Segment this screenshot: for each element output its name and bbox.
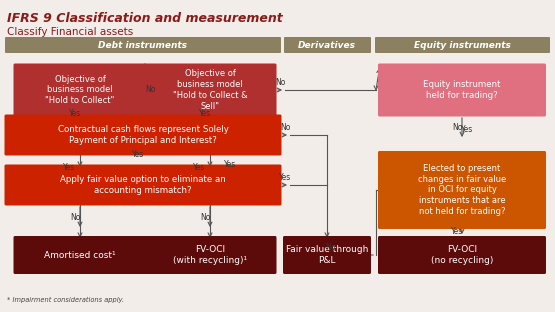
Text: Elected to present
changes in fair value
in OCI for equity
instruments that are
: Elected to present changes in fair value… <box>418 164 506 216</box>
FancyBboxPatch shape <box>5 37 281 53</box>
Text: Yes: Yes <box>451 227 463 236</box>
Text: No: No <box>275 78 285 87</box>
Text: Yes: Yes <box>63 163 75 172</box>
Text: Fair value through
P&L: Fair value through P&L <box>286 245 368 265</box>
Text: Equity instruments: Equity instruments <box>413 41 511 50</box>
Text: Yes: Yes <box>279 173 291 182</box>
Text: Yes: Yes <box>461 125 473 134</box>
Text: Apply fair value option to eliminate an
accounting mismatch?: Apply fair value option to eliminate an … <box>60 175 226 195</box>
Text: * Impairment considerations apply.: * Impairment considerations apply. <box>7 297 124 303</box>
Text: Yes: Yes <box>224 160 236 169</box>
FancyBboxPatch shape <box>13 64 147 116</box>
FancyBboxPatch shape <box>4 164 281 206</box>
Text: Yes: Yes <box>69 110 81 119</box>
Text: Classify Financial assets: Classify Financial assets <box>7 27 133 37</box>
Text: No: No <box>200 212 210 222</box>
FancyBboxPatch shape <box>284 37 371 53</box>
FancyBboxPatch shape <box>375 37 550 53</box>
Text: No: No <box>325 243 336 252</box>
Text: Objective of
business model
"Hold to Collect": Objective of business model "Hold to Col… <box>46 75 115 105</box>
Text: IFRS 9 Classification and measurement: IFRS 9 Classification and measurement <box>7 12 282 25</box>
FancyBboxPatch shape <box>378 64 546 116</box>
Text: No: No <box>70 212 80 222</box>
Text: FV-OCI
(no recycling): FV-OCI (no recycling) <box>431 245 493 265</box>
Text: Amortised cost¹: Amortised cost¹ <box>44 251 116 260</box>
Text: Objective of
business model
"Hold to Collect &
Sell": Objective of business model "Hold to Col… <box>173 69 248 111</box>
FancyBboxPatch shape <box>144 64 276 116</box>
FancyBboxPatch shape <box>378 151 546 229</box>
FancyBboxPatch shape <box>4 115 281 155</box>
Text: No: No <box>280 123 290 132</box>
Text: No: No <box>145 85 155 95</box>
Text: Debt instruments: Debt instruments <box>98 41 188 50</box>
Text: Derivatives: Derivatives <box>298 41 356 50</box>
Text: FV-OCI
(with recycling)¹: FV-OCI (with recycling)¹ <box>173 245 247 265</box>
FancyBboxPatch shape <box>283 236 371 274</box>
Text: No: No <box>452 123 462 132</box>
Text: Contractual cash flows represent Solely
Payment of Principal and Interest?: Contractual cash flows represent Solely … <box>58 125 229 145</box>
Text: Yes: Yes <box>193 163 205 172</box>
FancyBboxPatch shape <box>13 236 147 274</box>
Text: Yes: Yes <box>199 110 211 119</box>
Text: Equity instrument
held for trading?: Equity instrument held for trading? <box>423 80 501 100</box>
FancyBboxPatch shape <box>378 236 546 274</box>
FancyBboxPatch shape <box>144 236 276 274</box>
Text: Yes: Yes <box>132 150 144 159</box>
